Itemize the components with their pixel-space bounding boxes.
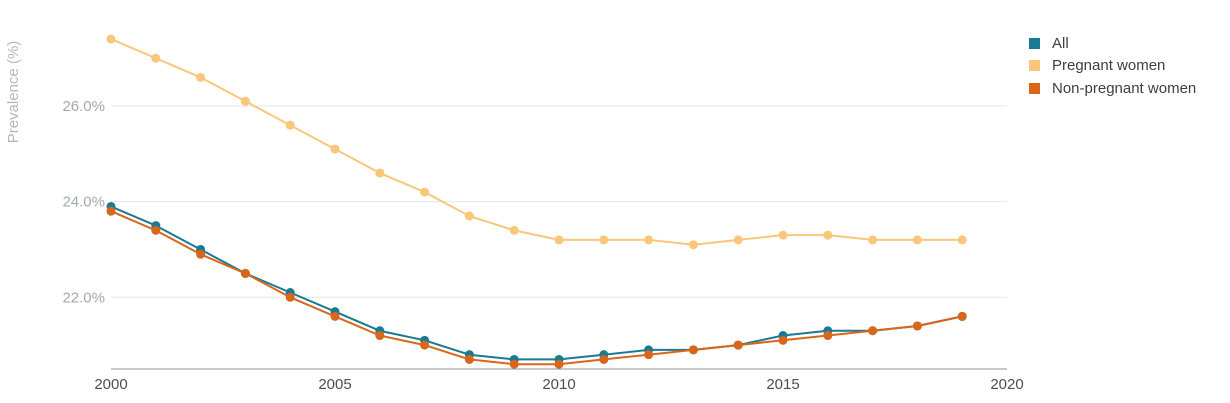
data-point: [240, 96, 250, 106]
x-tick-label: 2010: [542, 376, 575, 393]
y-tick-label: 26.0%: [62, 98, 105, 115]
data-point: [778, 230, 788, 240]
y-tick-label: 24.0%: [62, 194, 105, 211]
data-point: [957, 311, 967, 321]
series-line: [110, 38, 963, 246]
y-axis-label: Prevalence (%): [5, 41, 22, 144]
data-point: [554, 235, 564, 245]
data-point: [464, 354, 474, 364]
legend-item[interactable]: Non-pregnant women: [1029, 77, 1196, 100]
data-point: [599, 235, 609, 245]
data-point: [151, 225, 161, 235]
data-point: [644, 350, 654, 360]
data-point: [868, 326, 878, 336]
data-point: [240, 268, 250, 278]
data-point: [509, 225, 519, 235]
data-point: [554, 359, 564, 369]
data-point: [106, 206, 116, 216]
data-point: [106, 34, 116, 44]
data-point: [330, 311, 340, 321]
gridlines: [111, 105, 1007, 298]
legend-label: Pregnant women: [1052, 57, 1166, 75]
data-point: [375, 331, 385, 341]
data-point: [196, 249, 206, 259]
data-point: [823, 230, 833, 240]
data-point: [285, 292, 295, 302]
data-point: [464, 211, 474, 221]
legend-item[interactable]: Pregnant women: [1029, 55, 1196, 78]
data-point: [599, 354, 609, 364]
data-point: [733, 235, 743, 245]
data-point: [420, 340, 430, 350]
series-all: [106, 201, 967, 364]
data-point: [420, 187, 430, 197]
series-line: [110, 210, 963, 366]
x-axis-ticks: 2000 2005 2010 2015 2020: [94, 376, 1023, 393]
data-point: [285, 120, 295, 130]
legend-swatch: [1029, 60, 1040, 72]
data-point: [823, 331, 833, 341]
data-point: [509, 359, 519, 369]
data-point: [330, 144, 340, 154]
legend-item[interactable]: All: [1029, 32, 1196, 55]
data-point: [688, 240, 698, 250]
legend-swatch: [1029, 37, 1040, 49]
x-tick-label: 2000: [94, 376, 127, 393]
x-tick-label: 2020: [990, 376, 1023, 393]
data-point: [778, 335, 788, 345]
data-point: [912, 235, 922, 245]
series-group: [106, 34, 967, 369]
data-point: [644, 235, 654, 245]
legend-label: Non-pregnant women: [1052, 79, 1197, 97]
y-axis-ticks: 22.0% 24.0% 26.0%: [62, 98, 105, 306]
series-non-pregnant-women: [106, 206, 967, 369]
legend: All Pregnant women Non-pregnant women: [1029, 32, 1196, 100]
data-point: [957, 235, 967, 245]
data-point: [196, 72, 206, 82]
data-point: [868, 235, 878, 245]
legend-swatch: [1029, 82, 1040, 94]
series-pregnant-women: [106, 34, 967, 250]
x-tick-label: 2005: [318, 376, 351, 393]
y-tick-label: 22.0%: [62, 289, 105, 306]
series-line: [110, 205, 963, 361]
legend-label: All: [1052, 34, 1069, 52]
data-point: [375, 168, 385, 178]
x-tick-label: 2015: [766, 376, 799, 393]
data-point: [912, 321, 922, 331]
data-point: [151, 53, 161, 63]
data-point: [733, 340, 743, 350]
data-point: [688, 345, 698, 355]
